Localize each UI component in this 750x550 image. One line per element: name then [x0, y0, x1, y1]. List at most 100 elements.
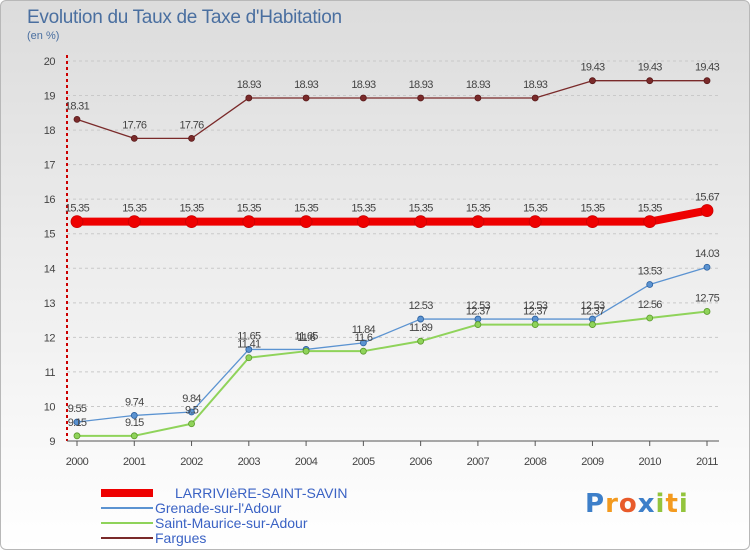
- legend-swatch-fargues: [101, 537, 153, 539]
- data-point: [417, 94, 425, 102]
- legend-item-fargues: Fargues: [101, 531, 421, 546]
- data-point: [417, 337, 425, 345]
- data-label: 15.35: [523, 203, 548, 215]
- logo-letter: o: [618, 489, 638, 519]
- x-tick-label: 2002: [180, 456, 203, 468]
- legend-item-grenade: Grenade-sur-l'Adour: [101, 501, 421, 516]
- data-point: [299, 215, 313, 229]
- y-tick-label: 19: [44, 91, 56, 103]
- data-label: 17.76: [180, 119, 205, 131]
- data-label: 12.37: [466, 306, 491, 318]
- y-tick-label: 11: [45, 367, 56, 379]
- data-point: [130, 412, 138, 419]
- data-label: 18.93: [237, 79, 262, 91]
- data-point: [586, 215, 599, 229]
- series-line: [76, 80, 708, 140]
- data-point: [242, 215, 256, 229]
- data-label: 13.53: [638, 266, 663, 278]
- data-label: 15.67: [695, 192, 720, 204]
- data-point: [531, 94, 539, 102]
- data-label: 12.53: [409, 300, 434, 312]
- logo-letter: r: [605, 489, 619, 519]
- y-tick-label: 9: [49, 436, 55, 448]
- data-label: 15.35: [409, 203, 434, 215]
- x-tick-label: 2009: [581, 456, 604, 468]
- proxiti-logo: Proxiti: [585, 489, 689, 519]
- legend-swatch-saint-maurice: [101, 522, 153, 524]
- x-tick-label: 2001: [123, 456, 146, 468]
- chart-unit-label: (en %): [27, 30, 60, 42]
- data-point: [73, 418, 81, 426]
- data-label: 9.15: [68, 417, 87, 429]
- data-point: [474, 321, 482, 328]
- data-label: 9.15: [125, 417, 144, 429]
- data-label: 15.35: [237, 203, 262, 215]
- data-label: 12.53: [580, 300, 605, 312]
- logo-letter: P: [585, 489, 606, 519]
- data-point: [130, 134, 138, 142]
- data-label: 18.93: [409, 79, 434, 91]
- data-point: [245, 354, 253, 362]
- data-label: 11.6: [354, 332, 372, 344]
- y-tick-label: 10: [44, 401, 56, 413]
- data-point: [700, 204, 714, 217]
- y-tick-label: 20: [44, 56, 56, 68]
- data-label: 14.03: [695, 248, 720, 260]
- data-point: [417, 315, 425, 323]
- data-point: [127, 215, 141, 229]
- data-label: 15.35: [122, 203, 147, 215]
- data-point: [185, 215, 198, 229]
- data-point: [471, 215, 485, 229]
- data-point: [302, 94, 310, 102]
- legend-label-saint-maurice: Saint-Maurice-sur-Adour: [155, 515, 308, 531]
- data-point: [356, 215, 370, 229]
- y-tick-label: 13: [44, 298, 56, 310]
- data-label: 15.35: [294, 203, 319, 215]
- data-label: 12.75: [695, 292, 720, 304]
- data-label: 12.37: [580, 306, 605, 318]
- legend-label-fargues: Fargues: [155, 530, 207, 546]
- data-label: 9.74: [125, 396, 144, 408]
- x-tick-label: 2008: [524, 456, 547, 468]
- data-label: 15.35: [638, 203, 663, 215]
- data-label: 15.35: [580, 203, 605, 215]
- x-tick-label: 2011: [696, 456, 718, 468]
- logo-letter: i: [655, 489, 666, 519]
- data-label: 15.35: [65, 203, 90, 215]
- data-point: [703, 77, 711, 85]
- data-point: [73, 115, 81, 123]
- x-tick-label: 2006: [409, 456, 432, 468]
- legend-swatch-grenade: [101, 507, 153, 509]
- logo-letter: i: [678, 489, 689, 519]
- data-label: 19.43: [695, 62, 720, 74]
- data-label: 18.93: [466, 79, 491, 91]
- data-point: [70, 215, 84, 229]
- logo-letter: x: [637, 489, 656, 519]
- data-point: [703, 308, 711, 315]
- legend-item-larriviere: LARRIVIèRE-SAINT-SAVIN: [101, 486, 421, 501]
- data-point: [703, 263, 711, 271]
- data-label: 12.53: [523, 300, 548, 312]
- y-tick-label: 15: [44, 229, 56, 241]
- chart-title: Evolution du Taux de Taxe d'Habitation: [27, 7, 342, 28]
- data-label: 18.93: [523, 79, 548, 91]
- x-tick-label: 2004: [295, 456, 318, 468]
- data-point: [245, 346, 253, 353]
- data-label: 9.5: [185, 405, 199, 417]
- data-label: 15.35: [466, 203, 491, 215]
- data-point: [528, 215, 542, 229]
- data-label: 19.43: [580, 62, 605, 74]
- series-line: [76, 310, 708, 437]
- data-point: [359, 94, 367, 102]
- chart-legend: LARRIVIèRE-SAINT-SAVIN Grenade-sur-l'Ado…: [101, 486, 421, 546]
- data-label: 9.84: [182, 393, 201, 405]
- data-label: 11.84: [352, 324, 376, 336]
- data-label: 15.35: [351, 203, 376, 215]
- data-label: 17.76: [122, 119, 147, 131]
- data-point: [359, 347, 367, 355]
- data-point: [359, 339, 367, 347]
- legend-swatch-larriviere: [101, 489, 153, 497]
- data-point: [646, 281, 654, 288]
- logo-letter: t: [665, 489, 679, 519]
